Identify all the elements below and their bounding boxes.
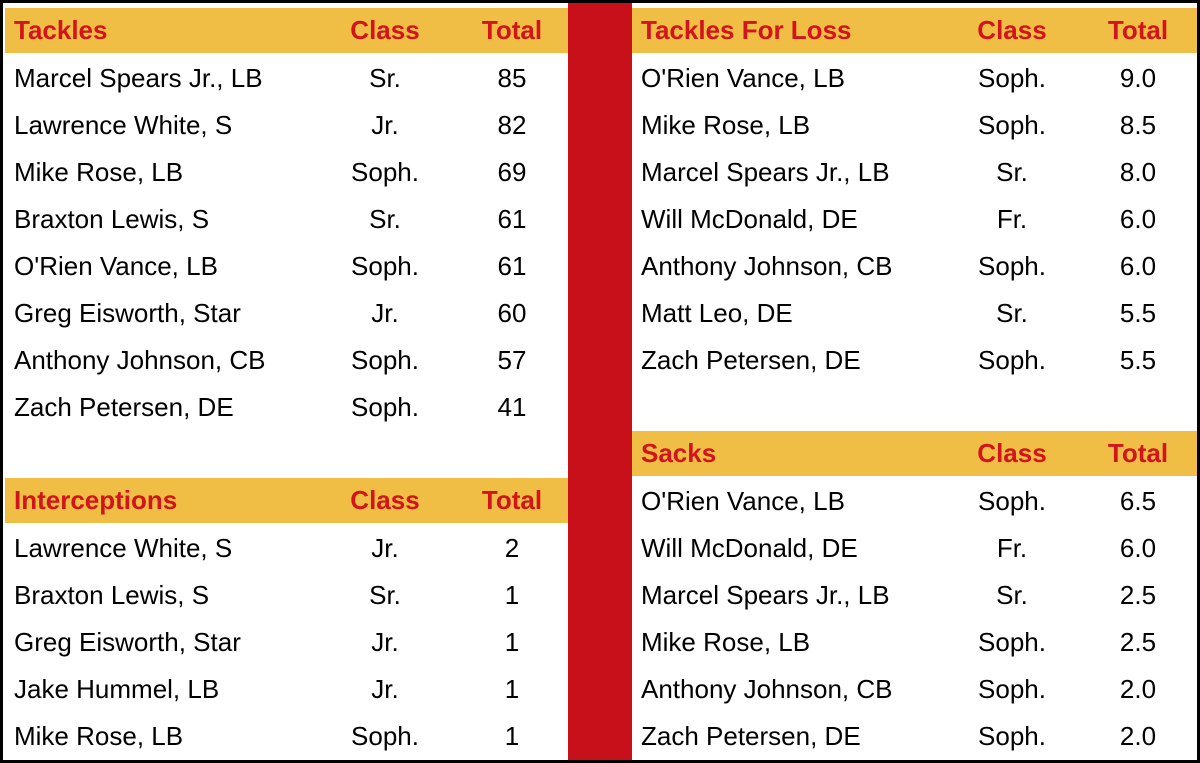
- player-name: Mike Rose, LB: [14, 721, 184, 751]
- player-class: Soph.: [978, 627, 1046, 657]
- stat-total: 6.0: [1119, 204, 1157, 234]
- player-name: Marcel Spears Jr., LB: [14, 63, 263, 93]
- player-name: Zach Petersen, DE: [641, 345, 861, 375]
- player-name: Mike Rose, LB: [641, 627, 811, 657]
- table-header-band: [632, 8, 1197, 53]
- player-name: O'Rien Vance, LB: [641, 486, 845, 516]
- player-class: Soph.: [351, 392, 419, 422]
- player-class: Jr.: [371, 627, 399, 657]
- player-class: Soph.: [978, 486, 1046, 516]
- player-name: Mike Rose, LB: [641, 110, 811, 140]
- player-class: Sr.: [369, 63, 401, 93]
- stat-total: 69: [497, 157, 527, 187]
- column-header: Class: [977, 438, 1047, 468]
- stat-total: 2.0: [1119, 721, 1157, 751]
- player-name: O'Rien Vance, LB: [14, 251, 218, 281]
- stat-total: 1: [504, 674, 520, 704]
- column-header: Class: [350, 15, 420, 45]
- player-class: Fr.: [996, 533, 1028, 563]
- column-header: Class: [350, 485, 420, 515]
- player-class: Sr.: [996, 580, 1028, 610]
- player-name: Marcel Spears Jr., LB: [641, 580, 890, 610]
- stat-total: 5.5: [1119, 345, 1157, 375]
- player-class: Soph.: [351, 157, 419, 187]
- divider-stripe: [568, 3, 632, 760]
- player-name: Jake Hummel, LB: [14, 674, 220, 704]
- table-title: Interceptions: [14, 485, 178, 515]
- player-class: Jr.: [371, 674, 399, 704]
- player-name: Anthony Johnson, CB: [641, 251, 893, 281]
- player-name: Marcel Spears Jr., LB: [641, 157, 890, 187]
- stat-total: 1: [504, 721, 520, 751]
- stat-total: 82: [497, 110, 527, 140]
- stat-total: 2.5: [1119, 580, 1157, 610]
- stat-total: 6.0: [1119, 533, 1157, 563]
- player-class: Sr.: [996, 157, 1028, 187]
- stat-total: 6.5: [1119, 486, 1157, 516]
- player-name: O'Rien Vance, LB: [641, 63, 845, 93]
- table-header-band: [5, 8, 568, 53]
- table-title: Tackles: [14, 15, 108, 45]
- stat-total: 1: [504, 627, 520, 657]
- player-name: Anthony Johnson, CB: [14, 345, 266, 375]
- stat-total: 61: [497, 251, 527, 281]
- player-name: Braxton Lewis, S: [14, 204, 210, 234]
- player-class: Jr.: [371, 110, 399, 140]
- table-header-band: [632, 431, 1197, 476]
- table-header-band: [5, 478, 568, 523]
- player-name: Greg Eisworth, Star: [14, 298, 241, 328]
- table-title: Sacks: [641, 438, 717, 468]
- stat-total: 60: [497, 298, 527, 328]
- player-class: Fr.: [996, 204, 1028, 234]
- player-class: Soph.: [978, 63, 1046, 93]
- stat-total: 9.0: [1119, 63, 1157, 93]
- stat-total: 85: [497, 63, 527, 93]
- stat-total: 2: [504, 533, 520, 563]
- player-name: Braxton Lewis, S: [14, 580, 210, 610]
- stat-total: 61: [497, 204, 527, 234]
- column-header: Class: [977, 15, 1047, 45]
- player-class: Soph.: [978, 721, 1046, 751]
- player-class: Jr.: [371, 533, 399, 563]
- player-class: Jr.: [371, 298, 399, 328]
- stat-total: 8.0: [1119, 157, 1157, 187]
- player-name: Greg Eisworth, Star: [14, 627, 241, 657]
- player-class: Soph.: [978, 674, 1046, 704]
- player-class: Sr.: [369, 204, 401, 234]
- player-class: Sr.: [996, 298, 1028, 328]
- player-name: Will McDonald, DE: [641, 533, 858, 563]
- player-class: Sr.: [369, 580, 401, 610]
- player-name: Will McDonald, DE: [641, 204, 858, 234]
- player-name: Zach Petersen, DE: [14, 392, 234, 422]
- player-class: Soph.: [351, 721, 419, 751]
- player-class: Soph.: [978, 345, 1046, 375]
- stat-total: 6.0: [1119, 251, 1157, 281]
- player-class: Soph.: [978, 251, 1046, 281]
- stat-total: 5.5: [1119, 298, 1157, 328]
- player-name: Zach Petersen, DE: [641, 721, 861, 751]
- player-name: Matt Leo, DE: [641, 298, 793, 328]
- player-name: Lawrence White, S: [14, 110, 233, 140]
- column-header: Total: [481, 15, 543, 45]
- column-header: Total: [1107, 438, 1169, 468]
- table-title: Tackles For Loss: [641, 15, 852, 45]
- player-class: Soph.: [978, 110, 1046, 140]
- stat-total: 2.5: [1119, 627, 1157, 657]
- player-name: Anthony Johnson, CB: [641, 674, 893, 704]
- stat-total: 57: [497, 345, 527, 375]
- stat-total: 8.5: [1119, 110, 1157, 140]
- player-name: Lawrence White, S: [14, 533, 233, 563]
- stat-total: 41: [497, 392, 527, 422]
- column-header: Total: [481, 485, 543, 515]
- column-header: Total: [1107, 15, 1169, 45]
- player-name: Mike Rose, LB: [14, 157, 184, 187]
- stat-total: 1: [504, 580, 520, 610]
- player-class: Soph.: [351, 251, 419, 281]
- player-class: Soph.: [351, 345, 419, 375]
- stat-total: 2.0: [1119, 674, 1157, 704]
